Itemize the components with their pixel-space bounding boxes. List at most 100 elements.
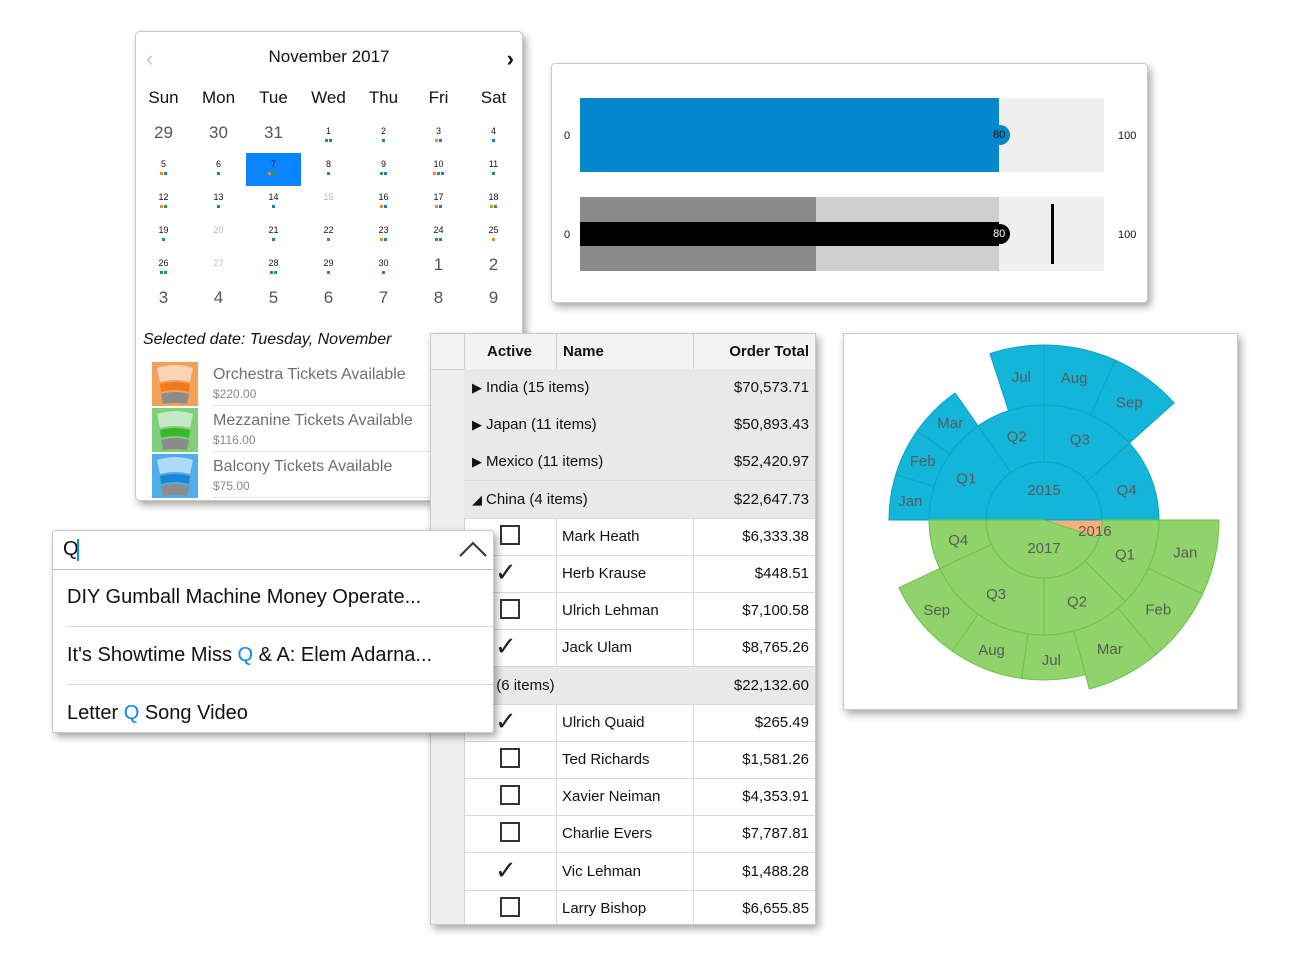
group-row[interactable]: ▶ Japan (11 items) $50,893.43 (464, 406, 815, 445)
autocomplete-input[interactable]: Q (53, 531, 493, 570)
checkbox[interactable] (500, 524, 520, 545)
chevron-left-icon[interactable]: ‹ (146, 46, 154, 71)
calendar-day[interactable]: 14 (246, 186, 301, 219)
calendar-day[interactable]: 2 (356, 120, 411, 153)
calendar-day[interactable]: 27 (191, 252, 246, 285)
collapse-triangle-icon[interactable]: ◢ (472, 491, 482, 507)
table-row[interactable]: Charlie Evers $7,787.81 (464, 815, 815, 854)
expand-triangle-icon[interactable]: ▶ (472, 380, 482, 395)
calendar-day[interactable]: 22 (301, 219, 356, 252)
segment-2015-sep[interactable] (1090, 359, 1175, 444)
segment-2015-jul[interactable] (989, 344, 1045, 412)
calendar-day[interactable]: 15 (301, 186, 356, 219)
table-row[interactable]: Xavier Neiman $4,353.91 (464, 778, 815, 817)
calendar-day[interactable]: 6 (191, 153, 246, 186)
ticket-item[interactable]: Orchestra Tickets Available $220.00 (152, 362, 522, 406)
table-row[interactable]: ✓ Vic Lehman $1,488.28 (464, 852, 815, 891)
calendar-day[interactable]: 8 (301, 153, 356, 186)
calendar-day[interactable]: 9 (466, 285, 521, 318)
weekday-sat: Sat (480, 88, 507, 107)
calendar-day[interactable]: 3 (136, 285, 191, 318)
chevron-right-icon[interactable]: › (506, 46, 514, 71)
table-row[interactable]: ✓ Herb Krause $448.51 (464, 555, 815, 593)
calendar-day[interactable]: 2 (466, 252, 521, 285)
bullet-1-min-label: 0 (564, 130, 571, 142)
table-row[interactable]: Ulrich Lehman $7,100.58 (464, 592, 815, 631)
calendar-day[interactable]: 18 (466, 186, 521, 219)
calendar-day[interactable]: 16 (356, 186, 411, 219)
chevron-up-icon[interactable] (459, 541, 487, 562)
calendar-day[interactable]: 5 (246, 285, 301, 318)
autocomplete-panel: Q DIY Gumball Machine Money Operate... It… (52, 530, 494, 733)
day-number: 1 (325, 126, 331, 136)
suggestion-item[interactable]: DIY Gumball Machine Money Operate... (53, 569, 493, 627)
ticket-item[interactable]: Mezzanine Tickets Available $116.00 (152, 408, 522, 452)
calendar-day[interactable]: 7 (356, 285, 411, 318)
calendar-day[interactable]: 25 (466, 219, 521, 252)
seat-section-icon (152, 362, 198, 406)
calendar-day[interactable]: 4 (191, 285, 246, 318)
cell-order-total: $1,488.28 (742, 862, 809, 880)
segment-2015-jan[interactable] (888, 474, 935, 521)
segment-2017-aug[interactable] (951, 613, 1029, 680)
calendar-day[interactable]: 29 (301, 252, 356, 285)
calendar-day[interactable]: 3 (411, 120, 466, 153)
segment-2017-mar[interactable] (1073, 607, 1158, 690)
calendar-day[interactable]: 6 (301, 285, 356, 318)
calendar-day[interactable]: 8 (411, 285, 466, 318)
checkbox[interactable] (500, 785, 520, 806)
calendar-day[interactable]: 31 (246, 120, 301, 153)
ticket-item[interactable]: Balcony Tickets Available $75.00 (152, 454, 522, 498)
suggestion-item[interactable]: Letter Q Song Video (53, 685, 493, 732)
group-row[interactable]: ▶ India (15 items) $70,573.71 (464, 369, 815, 407)
calendar-day[interactable]: 17 (411, 186, 466, 219)
column-header-order-total[interactable]: Order Total (729, 343, 809, 360)
calendar-day[interactable]: 1 (411, 252, 466, 285)
calendar-day[interactable]: 23 (356, 219, 411, 252)
expand-triangle-icon[interactable]: ▶ (472, 417, 482, 433)
checkmark-icon[interactable]: ✓ (495, 705, 517, 736)
table-row[interactable]: Larry Bishop $6,655.85 (464, 889, 815, 924)
checkmark-icon[interactable]: ✓ (495, 557, 517, 587)
column-header-name[interactable]: Name (563, 343, 604, 360)
table-row[interactable]: Mark Heath $6,333.38 (464, 517, 815, 556)
calendar-day[interactable]: 19 (136, 219, 191, 252)
calendar-day[interactable]: 30 (191, 120, 246, 153)
segment-2017-jan[interactable] (1147, 519, 1220, 595)
calendar-day[interactable]: 28 (246, 252, 301, 285)
segment-2017-jul[interactable] (1021, 630, 1087, 681)
checkbox[interactable] (500, 599, 520, 620)
table-row[interactable]: Ted Richards $1,581.26 (464, 741, 815, 779)
segment-2015-aug[interactable] (1043, 344, 1116, 416)
calendar-day[interactable]: 1 (301, 120, 356, 153)
segment-2017-sep[interactable] (898, 567, 979, 652)
expand-triangle-icon[interactable]: ▶ (472, 454, 482, 470)
table-row[interactable]: ✓ Ulrich Quaid $265.49 (464, 703, 815, 742)
checkmark-icon[interactable]: ✓ (495, 854, 517, 885)
checkmark-icon[interactable]: ✓ (495, 631, 517, 662)
calendar-day[interactable]: 5 (136, 153, 191, 186)
suggestion-item[interactable]: It's Showtime Miss Q & A: Elem Adarna... (53, 627, 493, 685)
search-query-text[interactable]: Q (63, 538, 79, 560)
calendar-day[interactable]: 24 (411, 219, 466, 252)
calendar-day[interactable]: 30 (356, 252, 411, 285)
checkbox[interactable] (500, 822, 520, 843)
calendar-day[interactable]: 21 (246, 219, 301, 252)
group-row[interactable]: ◢ China (4 items) $22,647.73 (464, 480, 815, 519)
calendar-day[interactable]: 26 (136, 252, 191, 285)
calendar-day[interactable]: 29 (136, 120, 191, 153)
checkbox[interactable] (500, 748, 520, 768)
calendar-day[interactable]: 20 (191, 219, 246, 252)
calendar-day-selected[interactable]: 7 (246, 153, 301, 186)
calendar-day[interactable]: 12 (136, 186, 191, 219)
calendar-day[interactable]: 11 (466, 153, 521, 186)
calendar-day[interactable]: 4 (466, 120, 521, 153)
calendar-day[interactable]: 10 (411, 153, 466, 186)
calendar-day[interactable]: 13 (191, 186, 246, 219)
group-row[interactable]: Indonesia (6 items)$22,132.60 (431, 666, 815, 705)
table-row[interactable]: ✓ Jack Ulam $8,765.26 (464, 629, 815, 668)
group-row[interactable]: ▶ Mexico (11 items) $52,420.97 (464, 443, 815, 482)
column-header-active[interactable]: Active (487, 343, 533, 360)
calendar-day[interactable]: 9 (356, 153, 411, 186)
checkbox[interactable] (500, 896, 520, 917)
